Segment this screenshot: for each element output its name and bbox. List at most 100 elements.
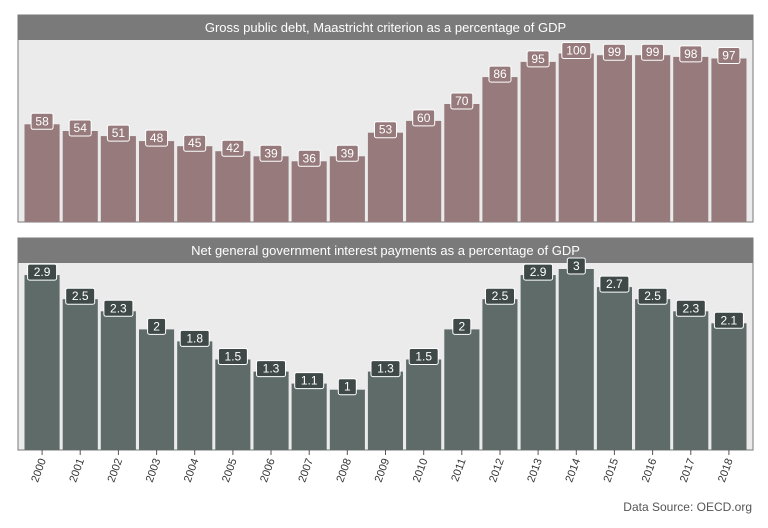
- interest-bar-2017: [673, 311, 709, 450]
- debt-bar-2015: [596, 55, 632, 223]
- debt-data-label-2009: 53: [379, 123, 393, 137]
- x-tick-label-2010: 2010: [411, 457, 431, 484]
- debt-data-label-2006: 39: [264, 146, 278, 160]
- debt-data-label-2014: 100: [566, 44, 586, 58]
- x-tick-label-2015: 2015: [602, 457, 622, 484]
- debt-label-box-2006: [259, 144, 283, 162]
- x-tick-label-2011: 2011: [449, 457, 468, 483]
- debt-bar-2016: [635, 55, 671, 223]
- interest-data-label-2014: 3: [573, 259, 580, 273]
- debt-data-label-2000: 58: [35, 114, 49, 128]
- debt-data-label-2013: 95: [531, 52, 545, 66]
- interest-bar-2012: [482, 299, 518, 450]
- interest-bar-2018: [711, 323, 747, 450]
- debt-bar-2002: [100, 136, 136, 222]
- panel-top-bars: 58 54 51 48 45 42 39 36 39 53 60 70 86 95 100 99 99 98 97: [24, 42, 747, 223]
- debt-data-label-2015: 99: [608, 45, 622, 59]
- x-tick-label-2003: 2003: [144, 457, 164, 484]
- interest-label-box-2009: [370, 360, 401, 378]
- interest-data-label-2002: 2.3: [110, 301, 127, 315]
- interest-data-label-2013: 2.9: [530, 265, 547, 279]
- x-tick-label-2016: 2016: [640, 457, 660, 484]
- panel-top-title: Gross public debt, Maastricht criterion …: [205, 20, 566, 35]
- debt-bar-2013: [520, 61, 556, 223]
- interest-data-label-2001: 2.5: [72, 289, 89, 303]
- interest-data-label-2018: 2.1: [721, 313, 738, 327]
- debt-label-box-2001: [68, 119, 92, 137]
- debt-data-label-2003: 48: [150, 131, 164, 145]
- debt-label-box-2010: [412, 109, 436, 127]
- interest-label-box-2001: [65, 287, 96, 305]
- interest-data-label-2009: 1.3: [377, 362, 394, 376]
- debt-label-box-2014: [561, 42, 592, 59]
- debt-data-label-2004: 45: [188, 136, 202, 150]
- interest-label-box-2003: [147, 317, 167, 335]
- debt-label-box-2007: [297, 149, 321, 167]
- debt-bar-2017: [673, 56, 709, 223]
- interest-data-label-2017: 2.3: [682, 301, 699, 315]
- panel-bottom-title-strip: [18, 238, 753, 263]
- interest-label-box-2017: [675, 299, 706, 317]
- interest-label-box-2013: [523, 263, 554, 281]
- x-tick-label-2001: 2001: [67, 457, 87, 484]
- debt-bar-2006: [253, 156, 289, 222]
- debt-bar-2011: [444, 104, 480, 222]
- interest-bar-2016: [635, 299, 671, 450]
- interest-data-label-2006: 1.3: [263, 362, 280, 376]
- interest-bar-2011: [444, 329, 480, 450]
- debt-data-label-2018: 97: [722, 49, 736, 63]
- debt-label-box-2008: [335, 144, 359, 162]
- interest-bar-2005: [215, 359, 251, 450]
- x-tick-label-2000: 2000: [29, 457, 49, 484]
- interest-data-label-2011: 2: [458, 319, 465, 333]
- x-tick-label-2009: 2009: [373, 457, 393, 484]
- interest-bar-2002: [100, 311, 136, 450]
- debt-data-label-2007: 36: [303, 151, 317, 165]
- x-tick-label-2008: 2008: [334, 457, 354, 484]
- debt-bar-2012: [482, 77, 518, 222]
- panel-bottom-title: Net general government interest payments…: [191, 243, 580, 258]
- interest-bar-2014: [558, 269, 594, 450]
- debt-label-box-2011: [450, 92, 474, 110]
- debt-label-box-2018: [717, 47, 741, 64]
- debt-bar-2000: [24, 124, 60, 222]
- debt-label-box-2003: [145, 129, 169, 147]
- x-tick-label-2012: 2012: [487, 457, 507, 484]
- interest-data-label-2000: 2.9: [34, 265, 51, 279]
- interest-data-label-2010: 1.5: [415, 350, 432, 364]
- debt-bar-2008: [329, 156, 365, 222]
- interest-label-box-2005: [217, 348, 248, 365]
- debt-label-box-2002: [106, 124, 130, 142]
- debt-bar-2009: [367, 132, 403, 222]
- interest-bar-2008: [329, 389, 365, 450]
- interest-data-label-2003: 2: [153, 319, 160, 333]
- debt-data-label-2017: 98: [684, 47, 698, 61]
- debt-label-box-2009: [374, 121, 397, 139]
- interest-bar-2009: [367, 371, 403, 450]
- panel-top-title-strip: [18, 15, 753, 40]
- interest-label-box-2008: [337, 378, 357, 396]
- panel-bottom-bars: 2.9 2.5 2.3 2 1.8 1.5 1.3 1.1 1 1.3 1.5 2 2.5 2.9 3 2.7…: [24, 257, 747, 450]
- debt-bar-2014: [558, 53, 594, 222]
- debt-label-box-2000: [30, 112, 54, 130]
- debt-data-label-2012: 86: [493, 67, 507, 81]
- interest-label-box-2006: [256, 360, 286, 378]
- interest-data-label-2015: 2.7: [606, 277, 623, 291]
- interest-data-label-2007: 1.1: [301, 374, 318, 388]
- interest-label-box-2000: [27, 263, 58, 281]
- debt-bar-2007: [291, 161, 327, 222]
- data-source-note: Data Source: OECD.org: [623, 500, 752, 514]
- interest-label-box-2015: [599, 275, 630, 293]
- x-tick-label-2014: 2014: [563, 457, 583, 484]
- x-tick-label-2006: 2006: [258, 457, 278, 484]
- debt-bar-2010: [406, 120, 442, 222]
- debt-label-box-2016: [641, 43, 665, 61]
- interest-bar-2010: [406, 359, 442, 450]
- debt-data-label-2001: 54: [74, 121, 88, 135]
- interest-label-box-2011: [452, 317, 472, 335]
- debt-bar-2003: [139, 141, 175, 222]
- interest-label-box-2018: [713, 311, 744, 329]
- interest-bar-2013: [520, 275, 556, 450]
- debt-data-label-2016: 99: [646, 45, 660, 59]
